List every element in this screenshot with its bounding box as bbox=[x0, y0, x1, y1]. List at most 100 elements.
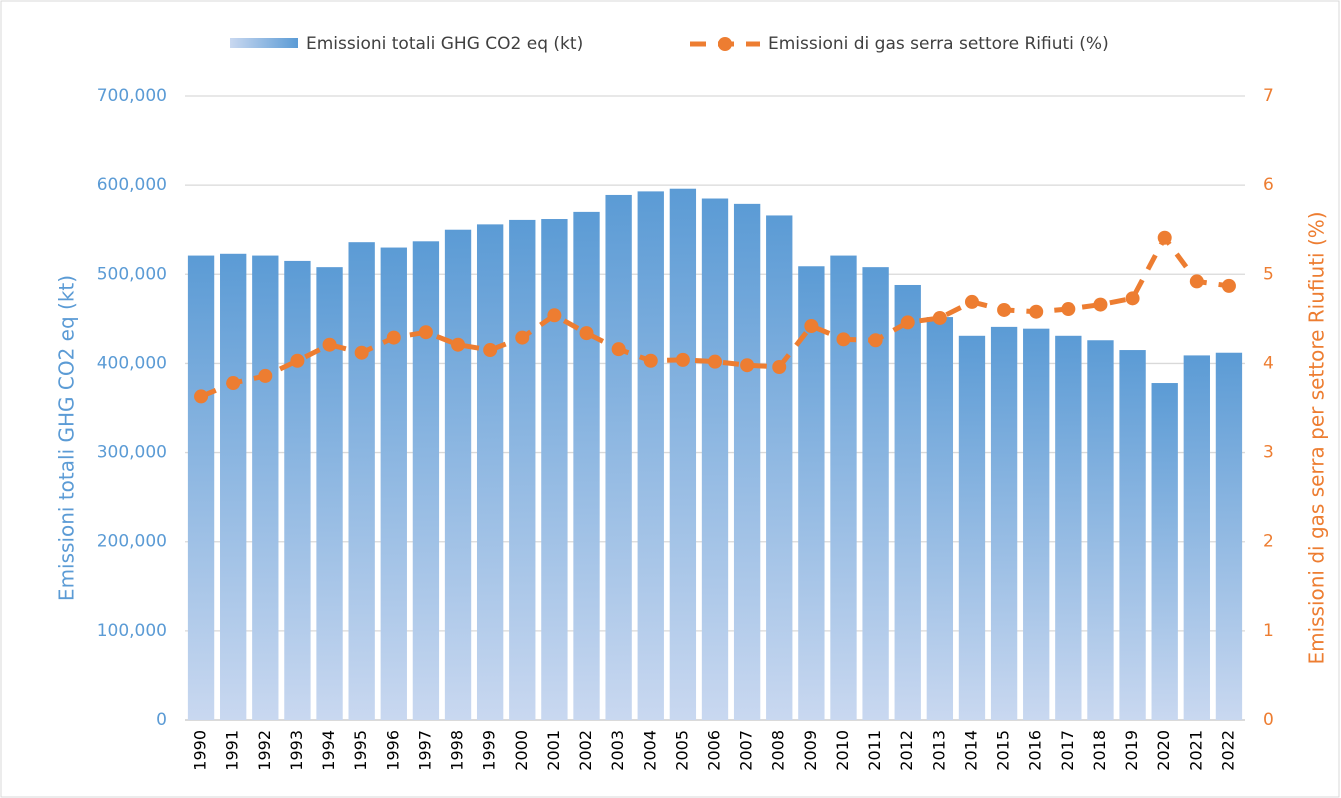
line-marker bbox=[868, 333, 883, 348]
y2-tick-label: 0 bbox=[1263, 710, 1274, 730]
x-tick-label: 2022 bbox=[1218, 730, 1237, 771]
line-marker bbox=[579, 326, 594, 341]
line-marker bbox=[1061, 302, 1076, 317]
y2-tick-label: 2 bbox=[1263, 532, 1274, 552]
x-tick-label: 2004 bbox=[640, 730, 659, 771]
y2-tick-label: 6 bbox=[1263, 175, 1274, 195]
line-marker bbox=[772, 359, 787, 374]
x-tick-label: 2013 bbox=[929, 730, 948, 771]
x-tick-label: 1992 bbox=[255, 730, 274, 771]
bar bbox=[284, 260, 311, 720]
bar bbox=[1087, 340, 1114, 720]
y-tick-label: 400,000 bbox=[97, 353, 167, 373]
bar bbox=[444, 229, 472, 720]
bar bbox=[958, 335, 986, 720]
bar bbox=[541, 219, 568, 720]
x-tick-label: 2001 bbox=[544, 730, 563, 771]
line-marker bbox=[515, 330, 530, 345]
x-tick-label: 2002 bbox=[576, 730, 595, 771]
y-tick-label: 200,000 bbox=[97, 532, 167, 552]
x-tick-label: 2014 bbox=[961, 730, 980, 771]
x-tick-label: 1994 bbox=[319, 730, 338, 771]
x-tick-label: 2010 bbox=[833, 730, 852, 771]
bar bbox=[573, 211, 600, 720]
bar bbox=[348, 242, 375, 721]
x-tick-label: 1999 bbox=[480, 730, 499, 771]
bar bbox=[1119, 350, 1146, 720]
bar bbox=[1215, 352, 1243, 720]
x-tick-label: 1997 bbox=[415, 730, 434, 771]
bar bbox=[476, 224, 504, 720]
line-marker bbox=[1189, 274, 1204, 289]
x-tick-label: 2000 bbox=[512, 730, 531, 771]
line-marker bbox=[322, 337, 337, 352]
x-tick-label: 2008 bbox=[769, 730, 788, 771]
bar bbox=[605, 194, 632, 720]
bar bbox=[766, 215, 793, 721]
line-marker bbox=[1125, 291, 1140, 306]
x-tick-label: 1998 bbox=[448, 730, 467, 771]
bar bbox=[830, 255, 857, 720]
line-marker bbox=[258, 368, 273, 383]
y-axis-title: Emissioni totali GHG CO2 eq (kt) bbox=[55, 275, 79, 601]
bar bbox=[990, 326, 1018, 720]
line-marker bbox=[900, 315, 915, 330]
line-marker bbox=[1029, 304, 1044, 319]
y-tick-label: 100,000 bbox=[97, 621, 167, 641]
x-tick-label: 2007 bbox=[737, 730, 756, 771]
x-tick-label: 1993 bbox=[287, 730, 306, 771]
y2-tick-label: 1 bbox=[1263, 621, 1274, 641]
line-marker bbox=[643, 353, 658, 368]
x-tick-label: 2012 bbox=[897, 730, 916, 771]
x-tick-label: 2019 bbox=[1122, 730, 1141, 771]
x-tick-label: 2009 bbox=[801, 730, 820, 771]
bar bbox=[1183, 355, 1210, 720]
y2-tick-label: 4 bbox=[1263, 353, 1274, 373]
bar bbox=[798, 266, 825, 720]
x-tick-label: 2003 bbox=[608, 730, 627, 771]
x-tick-label: 2005 bbox=[672, 730, 691, 771]
line-marker bbox=[386, 330, 401, 345]
line-marker bbox=[1093, 297, 1108, 312]
x-tick-label: 2021 bbox=[1186, 730, 1205, 771]
x-tick-label: 1995 bbox=[351, 730, 370, 771]
line-marker bbox=[708, 354, 722, 369]
x-tick-label: 2020 bbox=[1154, 730, 1173, 771]
line-marker bbox=[418, 325, 433, 340]
line bbox=[200, 233, 1230, 399]
legend-swatch bbox=[718, 37, 732, 51]
line-marker bbox=[194, 389, 209, 404]
bar bbox=[926, 317, 954, 720]
bar bbox=[733, 203, 761, 720]
legend-label: Emissioni totali GHG CO2 eq (kt) bbox=[306, 34, 583, 54]
x-tick-label: 1996 bbox=[383, 730, 402, 771]
x-tick-label: 2017 bbox=[1058, 730, 1077, 771]
bar bbox=[894, 284, 921, 720]
line-marker bbox=[804, 318, 819, 333]
line-marker bbox=[997, 302, 1012, 317]
y2-axis-title: Emissioni di gas serra per settore Riufi… bbox=[1305, 211, 1329, 664]
line-marker bbox=[740, 358, 755, 373]
bar bbox=[252, 255, 279, 720]
bar bbox=[637, 191, 664, 720]
line-marker bbox=[547, 308, 562, 323]
bar bbox=[669, 188, 697, 721]
bar bbox=[412, 241, 440, 720]
y-tick-label: 300,000 bbox=[97, 443, 167, 463]
bar bbox=[1151, 383, 1178, 720]
line-marker bbox=[1157, 230, 1172, 245]
y-tick-label: 600,000 bbox=[97, 175, 167, 195]
x-tick-label: 2006 bbox=[705, 730, 724, 771]
line-marker bbox=[611, 342, 626, 357]
bar bbox=[701, 198, 729, 720]
line-marker bbox=[836, 332, 851, 347]
bar bbox=[509, 219, 536, 720]
y2-tick-label: 7 bbox=[1263, 86, 1274, 106]
x-tick-label: 1990 bbox=[191, 730, 210, 771]
line-marker bbox=[290, 353, 305, 368]
bar bbox=[1055, 335, 1082, 720]
line-marker bbox=[226, 376, 241, 391]
x-tick-label: 2011 bbox=[865, 730, 884, 771]
